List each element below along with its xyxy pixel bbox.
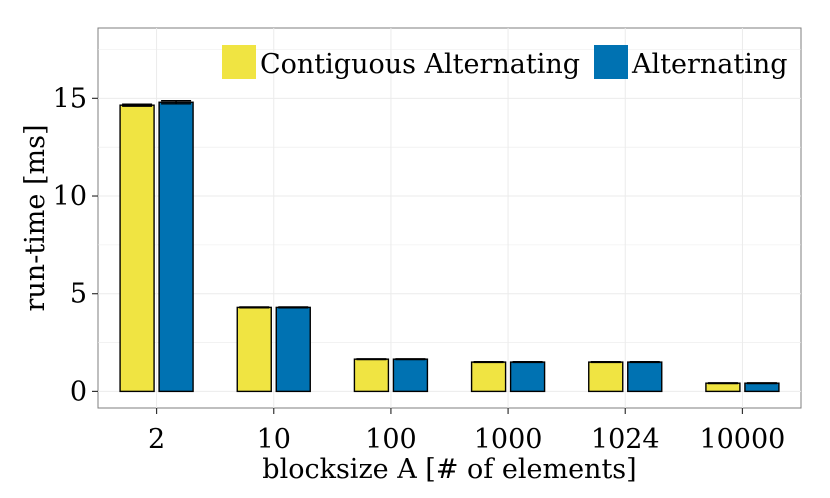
x-tick-label: 1024 <box>591 424 660 455</box>
x-axis-title: blocksize A [# of elements] <box>262 454 636 485</box>
y-axis-title: run-time [ms] <box>20 125 51 312</box>
bars <box>119 99 780 393</box>
bar-alternating-1024 <box>627 361 663 393</box>
bar-contiguous-alternating-100 <box>353 358 390 393</box>
legend-swatch-contiguous-alternating <box>222 45 256 79</box>
bar-contiguous-alternating-10 <box>236 306 272 393</box>
x-tick-label: 10000 <box>699 424 785 455</box>
bar-alternating-10 <box>275 306 311 393</box>
y-axis: 0 5 10 15 <box>53 83 98 407</box>
legend: Contiguous Alternating Alternating <box>222 45 788 80</box>
y-tick-label: 5 <box>70 279 87 310</box>
legend-swatch-alternating <box>594 45 628 79</box>
y-tick-label: 0 <box>70 376 87 407</box>
bar-alternating-1000 <box>509 361 546 393</box>
bar-contiguous-alternating-10000 <box>705 382 741 393</box>
x-tick-label: 1000 <box>474 424 543 455</box>
bar-contiguous-alternating-2 <box>119 104 155 393</box>
legend-label-contiguous-alternating: Contiguous Alternating <box>260 49 580 80</box>
x-tick-label: 2 <box>148 424 165 455</box>
x-axis: 2 10 100 1000 1024 10000 <box>148 408 785 455</box>
x-tick-label: 100 <box>365 424 417 455</box>
bar-contiguous-alternating-1000 <box>470 361 507 393</box>
bar-contiguous-alternating-1024 <box>588 361 624 393</box>
bar-alternating-10000 <box>744 382 780 393</box>
y-tick-label: 15 <box>53 83 87 114</box>
bar-alternating-100 <box>392 358 429 393</box>
plot-panel <box>97 27 802 409</box>
grid <box>98 28 801 408</box>
legend-label-alternating: Alternating <box>631 49 788 80</box>
bar-alternating-2 <box>158 101 194 393</box>
x-tick-label: 10 <box>257 424 291 455</box>
y-tick-label: 10 <box>53 181 87 212</box>
